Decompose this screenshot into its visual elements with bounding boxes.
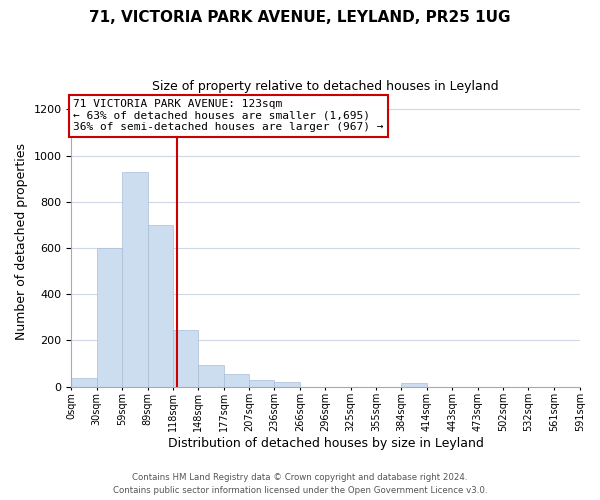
Bar — [122, 172, 148, 386]
X-axis label: Distribution of detached houses by size in Leyland: Distribution of detached houses by size … — [168, 437, 484, 450]
Text: 71 VICTORIA PARK AVENUE: 123sqm
← 63% of detached houses are smaller (1,695)
36%: 71 VICTORIA PARK AVENUE: 123sqm ← 63% of… — [73, 99, 383, 132]
Title: Size of property relative to detached houses in Leyland: Size of property relative to detached ho… — [152, 80, 499, 93]
Text: Contains HM Land Registry data © Crown copyright and database right 2024.
Contai: Contains HM Land Registry data © Crown c… — [113, 474, 487, 495]
Bar — [148, 225, 173, 386]
Bar — [274, 382, 300, 386]
Y-axis label: Number of detached properties: Number of detached properties — [15, 142, 28, 340]
Bar — [249, 380, 274, 386]
Bar — [224, 374, 249, 386]
Text: 71, VICTORIA PARK AVENUE, LEYLAND, PR25 1UG: 71, VICTORIA PARK AVENUE, LEYLAND, PR25 … — [89, 10, 511, 25]
Bar — [199, 364, 224, 386]
Bar — [173, 330, 199, 386]
Bar — [71, 378, 97, 386]
Bar — [97, 248, 122, 386]
Bar — [401, 384, 427, 386]
